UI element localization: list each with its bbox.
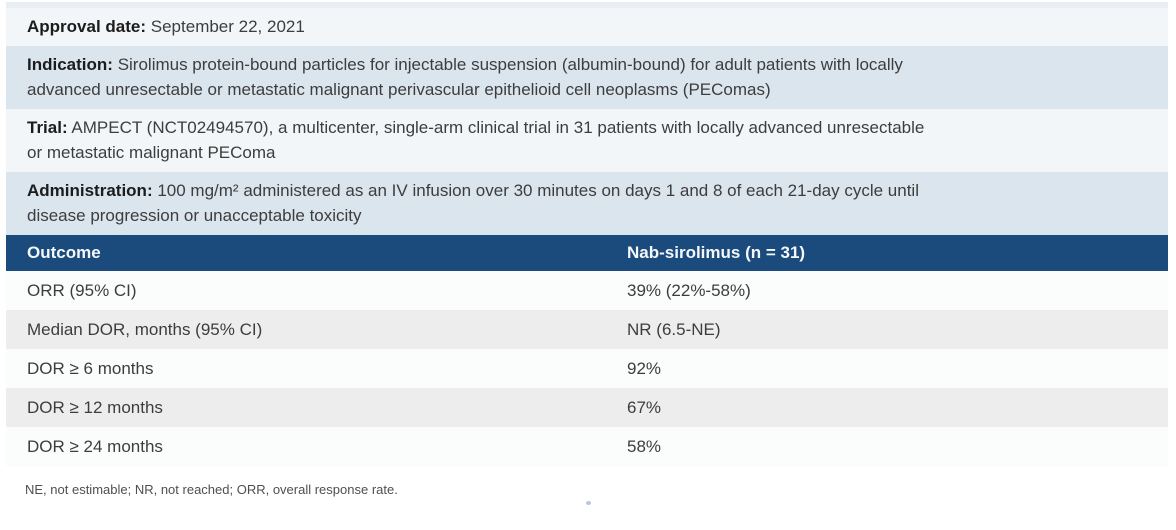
approval-date-label: Approval date: — [27, 17, 147, 36]
outcome-cell: DOR ≥ 12 months — [27, 397, 163, 417]
table-row: Median DOR, months (95% CI) NR (6.5-NE) — [6, 310, 1168, 349]
administration-row: Administration: 100 mg/m² administered a… — [6, 172, 1168, 235]
table-header-row: Outcome Nab-sirolimus (n = 31) — [6, 235, 1168, 271]
trial-label: Trial: — [27, 118, 68, 137]
administration-text: Administration: 100 mg/m² administered a… — [27, 181, 919, 200]
trial-text: Trial: AMPECT (NCT02494570), a multicent… — [27, 118, 925, 137]
table-row: DOR ≥ 24 months 58% — [6, 427, 1168, 466]
indication-label: Indication: — [27, 55, 113, 74]
artifact-dot — [586, 501, 591, 505]
administration-label: Administration: — [27, 181, 153, 200]
indication-text: Indication: Sirolimus protein-bound part… — [27, 55, 903, 74]
trial-row: Trial: AMPECT (NCT02494570), a multicent… — [6, 109, 1168, 172]
outcome-cell: Median DOR, months (95% CI) — [27, 319, 263, 339]
value-cell: NR (6.5-NE) — [627, 319, 721, 339]
column-header-outcome: Outcome — [27, 243, 101, 262]
column-header-nab-sirolimus: Nab-sirolimus (n = 31) — [627, 243, 806, 262]
abbreviations-footnote: NE, not estimable; NR, not reached; ORR,… — [25, 482, 398, 497]
approval-date-text: Approval date: September 22, 2021 — [27, 17, 305, 36]
value-cell: 58% — [627, 436, 662, 456]
value-cell: 92% — [627, 358, 662, 378]
value-cell: 67% — [627, 397, 662, 417]
outcome-cell: DOR ≥ 6 months — [27, 358, 154, 378]
table-row: ORR (95% CI) 39% (22%-58%) — [6, 271, 1168, 310]
value-cell: 39% (22%-58%) — [627, 280, 751, 300]
approval-date-row: Approval date: September 22, 2021 — [6, 8, 1168, 46]
outcome-cell: ORR (95% CI) — [27, 280, 137, 300]
indication-row: Indication: Sirolimus protein-bound part… — [6, 46, 1168, 109]
outcome-cell: DOR ≥ 24 months — [27, 436, 163, 456]
table-row: DOR ≥ 12 months 67% — [6, 388, 1168, 427]
table-row: DOR ≥ 6 months 92% — [6, 349, 1168, 388]
summary-panel: Approval date: September 22, 2021 Indica… — [6, 2, 1168, 466]
